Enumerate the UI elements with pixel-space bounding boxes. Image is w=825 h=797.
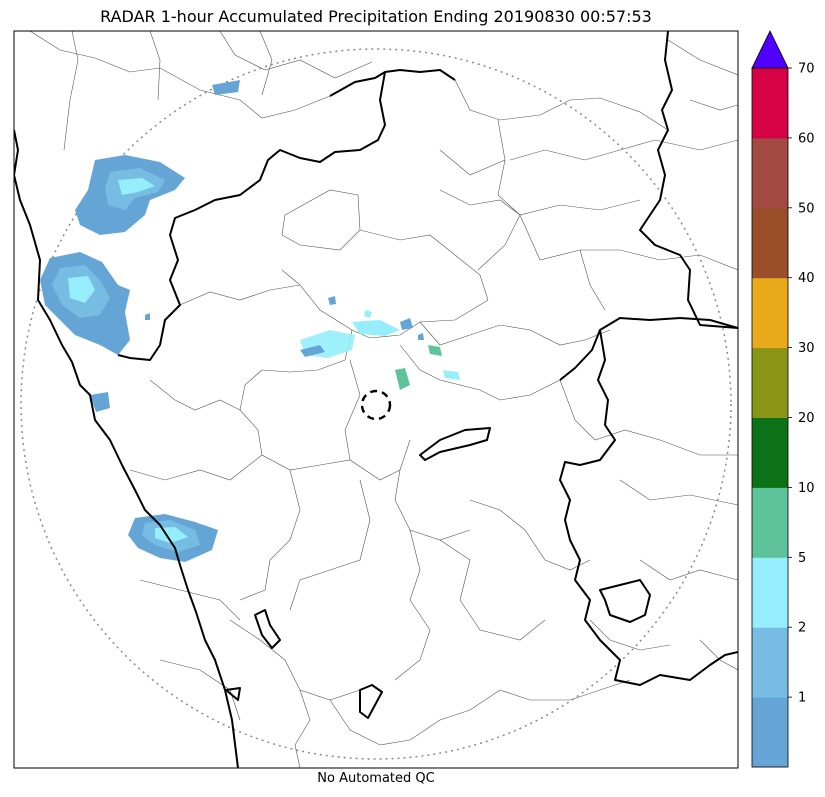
colorbar-tick-label: 5 — [798, 551, 806, 566]
colorbar-tick-label: 70 — [798, 62, 815, 77]
colorbar-tick-label: 50 — [798, 201, 815, 216]
colorbar-tick-label: 10 — [798, 481, 815, 496]
colorbar-segment — [752, 557, 788, 628]
district-boundaries — [29, 31, 738, 768]
colorbar-segment — [752, 697, 788, 768]
map-frame — [13, 30, 739, 769]
radar-range-ring — [20, 48, 732, 760]
colorbar-segment — [752, 627, 788, 698]
colorbar-tick-label: 60 — [798, 131, 815, 146]
precip-cells — [40, 80, 240, 562]
colorbar-tick-label: 40 — [798, 271, 815, 286]
colorbar-extend-triangle — [751, 30, 789, 69]
precip-scatter — [300, 296, 460, 390]
colorbar-segment — [752, 487, 788, 558]
map-title: RADAR 1-hour Accumulated Precipitation E… — [100, 7, 652, 26]
radar-location-marker — [360, 389, 392, 421]
colorbar-segment — [752, 277, 788, 349]
colorbar-segment — [752, 137, 788, 209]
colorbar-tick-label: 20 — [798, 411, 815, 426]
colorbar-segment — [752, 347, 788, 418]
colorbar-tick-label: 30 — [798, 341, 815, 356]
state-borders — [14, 31, 738, 768]
colorbar: 1 2 5 10 20 30 40 50 60 70 — [751, 30, 815, 768]
qc-note: No Automated QC — [317, 771, 435, 786]
colorbar-tick-label: 2 — [798, 621, 806, 636]
colorbar-segment — [752, 68, 788, 139]
colorbar-segment — [752, 417, 788, 488]
colorbar-tick-label: 1 — [798, 691, 806, 706]
map-layers — [14, 31, 738, 768]
colorbar-segment — [752, 207, 788, 279]
